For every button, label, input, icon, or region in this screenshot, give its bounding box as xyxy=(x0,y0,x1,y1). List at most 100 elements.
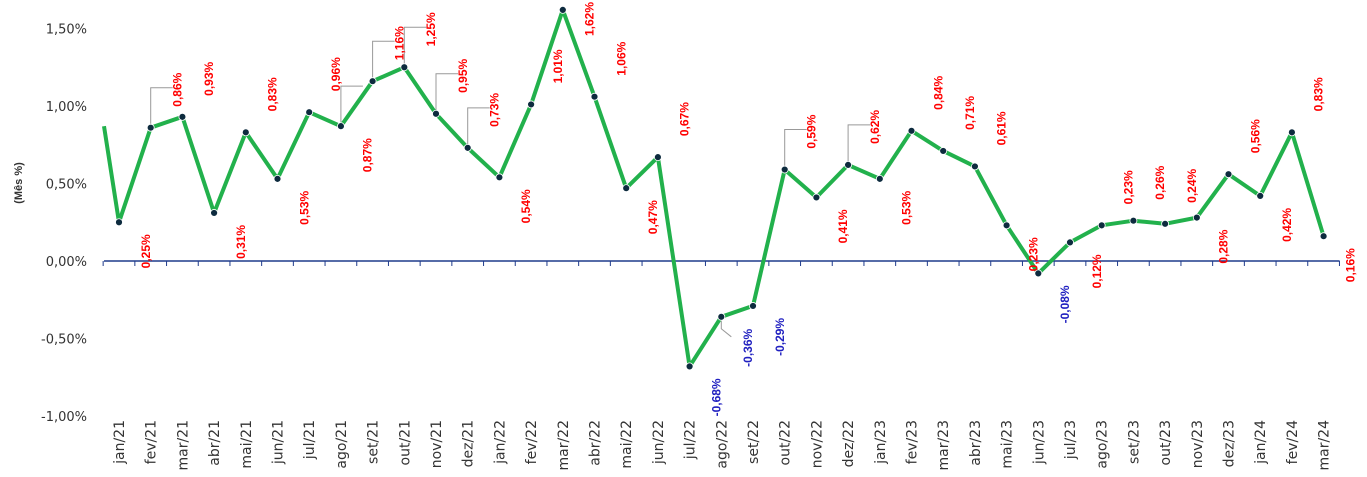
x-tick-label: dez/22 xyxy=(841,420,857,467)
x-tick-label: mai/22 xyxy=(619,420,635,469)
data-point xyxy=(400,63,409,72)
x-tick-label: nov/23 xyxy=(1190,420,1206,468)
x-tick-label: fev/21 xyxy=(144,420,160,464)
data-label: 0,31% xyxy=(234,225,248,259)
x-tick-label: abr/22 xyxy=(588,420,604,466)
data-label: 0,93% xyxy=(202,61,216,95)
data-label: 0,83% xyxy=(266,77,280,111)
x-tick-label: jul/23 xyxy=(1063,420,1079,460)
x-tick-label: ago/21 xyxy=(334,420,350,469)
data-point xyxy=(368,77,377,86)
x-tick-label: mar/21 xyxy=(175,420,191,471)
x-axis xyxy=(102,260,1340,266)
data-label: 0,84% xyxy=(931,75,945,109)
data-point xyxy=(1002,221,1011,230)
y-tick-label: 0,50% xyxy=(46,178,87,193)
x-tick-label: jul/22 xyxy=(683,420,699,460)
data-label: 0,56% xyxy=(1248,119,1262,153)
data-label: -0,08% xyxy=(1058,285,1072,323)
data-label: 0,67% xyxy=(678,102,692,136)
x-tick-label: fev/24 xyxy=(1285,420,1301,464)
x-tick-label: jan/21 xyxy=(112,420,128,465)
data-label: 0,96% xyxy=(329,57,343,91)
data-point xyxy=(717,312,726,321)
data-label: 1,16% xyxy=(392,26,406,60)
data-point xyxy=(1256,191,1265,200)
data-label: 0,42% xyxy=(1280,208,1294,242)
data-label: 0,26% xyxy=(1153,165,1167,199)
data-label: 0,73% xyxy=(487,93,501,127)
x-tick-label: abr/23 xyxy=(968,420,984,466)
data-point xyxy=(971,162,979,171)
data-point xyxy=(463,143,472,152)
data-point xyxy=(622,184,631,193)
data-label: 0,23% xyxy=(1026,237,1040,271)
leader-line xyxy=(467,107,490,148)
data-point xyxy=(590,92,599,101)
data-point xyxy=(907,126,916,135)
x-tick-label: out/21 xyxy=(397,420,413,465)
data-point xyxy=(558,5,567,14)
data-label: 0,12% xyxy=(1090,254,1104,288)
data-point xyxy=(495,173,504,182)
leader-line xyxy=(150,87,173,128)
data-label: 0,25% xyxy=(139,234,153,268)
series-polyline xyxy=(102,7,1326,369)
x-tick-label: set/23 xyxy=(1126,420,1142,464)
x-tick-label: dez/23 xyxy=(1222,420,1238,467)
y-tick-label: -1,00% xyxy=(41,410,87,425)
y-tick-label: 0,00% xyxy=(46,255,87,270)
data-point xyxy=(146,123,155,132)
data-point xyxy=(1319,232,1328,241)
leader-line xyxy=(403,26,427,68)
data-point xyxy=(527,100,535,109)
data-point xyxy=(1129,216,1138,225)
data-point xyxy=(1224,170,1233,179)
data-label: 1,06% xyxy=(614,41,628,75)
x-tick-label: jan/24 xyxy=(1253,420,1269,465)
data-label: 1,62% xyxy=(583,2,597,36)
data-point xyxy=(812,193,821,202)
x-tick-label: ago/23 xyxy=(1095,420,1111,469)
series-markers xyxy=(115,5,1328,371)
data-point xyxy=(1288,128,1296,137)
data-label: 0,83% xyxy=(1312,77,1326,111)
x-tick-label: jun/23 xyxy=(1031,420,1047,465)
data-label: 0,71% xyxy=(963,96,977,130)
data-point xyxy=(654,153,662,162)
x-tick-label: set/21 xyxy=(366,420,382,464)
data-point xyxy=(1097,221,1106,230)
x-tick-label: abr/21 xyxy=(207,420,223,466)
x-tick-label: mar/24 xyxy=(1317,420,1333,471)
x-tick-label: jul/21 xyxy=(302,420,318,460)
data-point xyxy=(685,362,694,371)
data-label: 0,47% xyxy=(646,200,660,234)
x-tick-label: nov/21 xyxy=(429,420,445,468)
leader-line xyxy=(720,316,732,338)
data-point xyxy=(178,112,187,121)
data-point xyxy=(1161,219,1169,228)
data-label: 0,24% xyxy=(1185,168,1199,202)
data-point xyxy=(844,160,852,169)
x-tick-label: fev/22 xyxy=(524,420,540,464)
data-label: 0,87% xyxy=(361,138,375,172)
data-point xyxy=(241,128,250,137)
x-tick-label: out/23 xyxy=(1158,420,1174,465)
data-label: 0,41% xyxy=(836,209,850,243)
x-tick-label: nov/22 xyxy=(809,420,825,468)
x-tick-label: mar/22 xyxy=(556,420,572,471)
data-label: 0,53% xyxy=(900,190,914,224)
data-point xyxy=(273,174,282,183)
data-point xyxy=(210,209,219,217)
leader-line xyxy=(847,124,871,165)
y-tick-label: 1,50% xyxy=(46,23,87,38)
data-label: 0,61% xyxy=(995,111,1009,145)
data-point xyxy=(1034,269,1043,278)
x-tick-label: fev/23 xyxy=(905,420,921,464)
y-tick-label: 1,00% xyxy=(46,100,87,115)
y-tick-label: -0,50% xyxy=(41,333,87,348)
x-axis-ticks: jan/21 fev/21 mar/21 abr/21 mai/21 jun/21 jul/… xyxy=(112,420,1333,471)
data-point xyxy=(1192,213,1201,222)
data-label: 0,16% xyxy=(1343,248,1357,282)
